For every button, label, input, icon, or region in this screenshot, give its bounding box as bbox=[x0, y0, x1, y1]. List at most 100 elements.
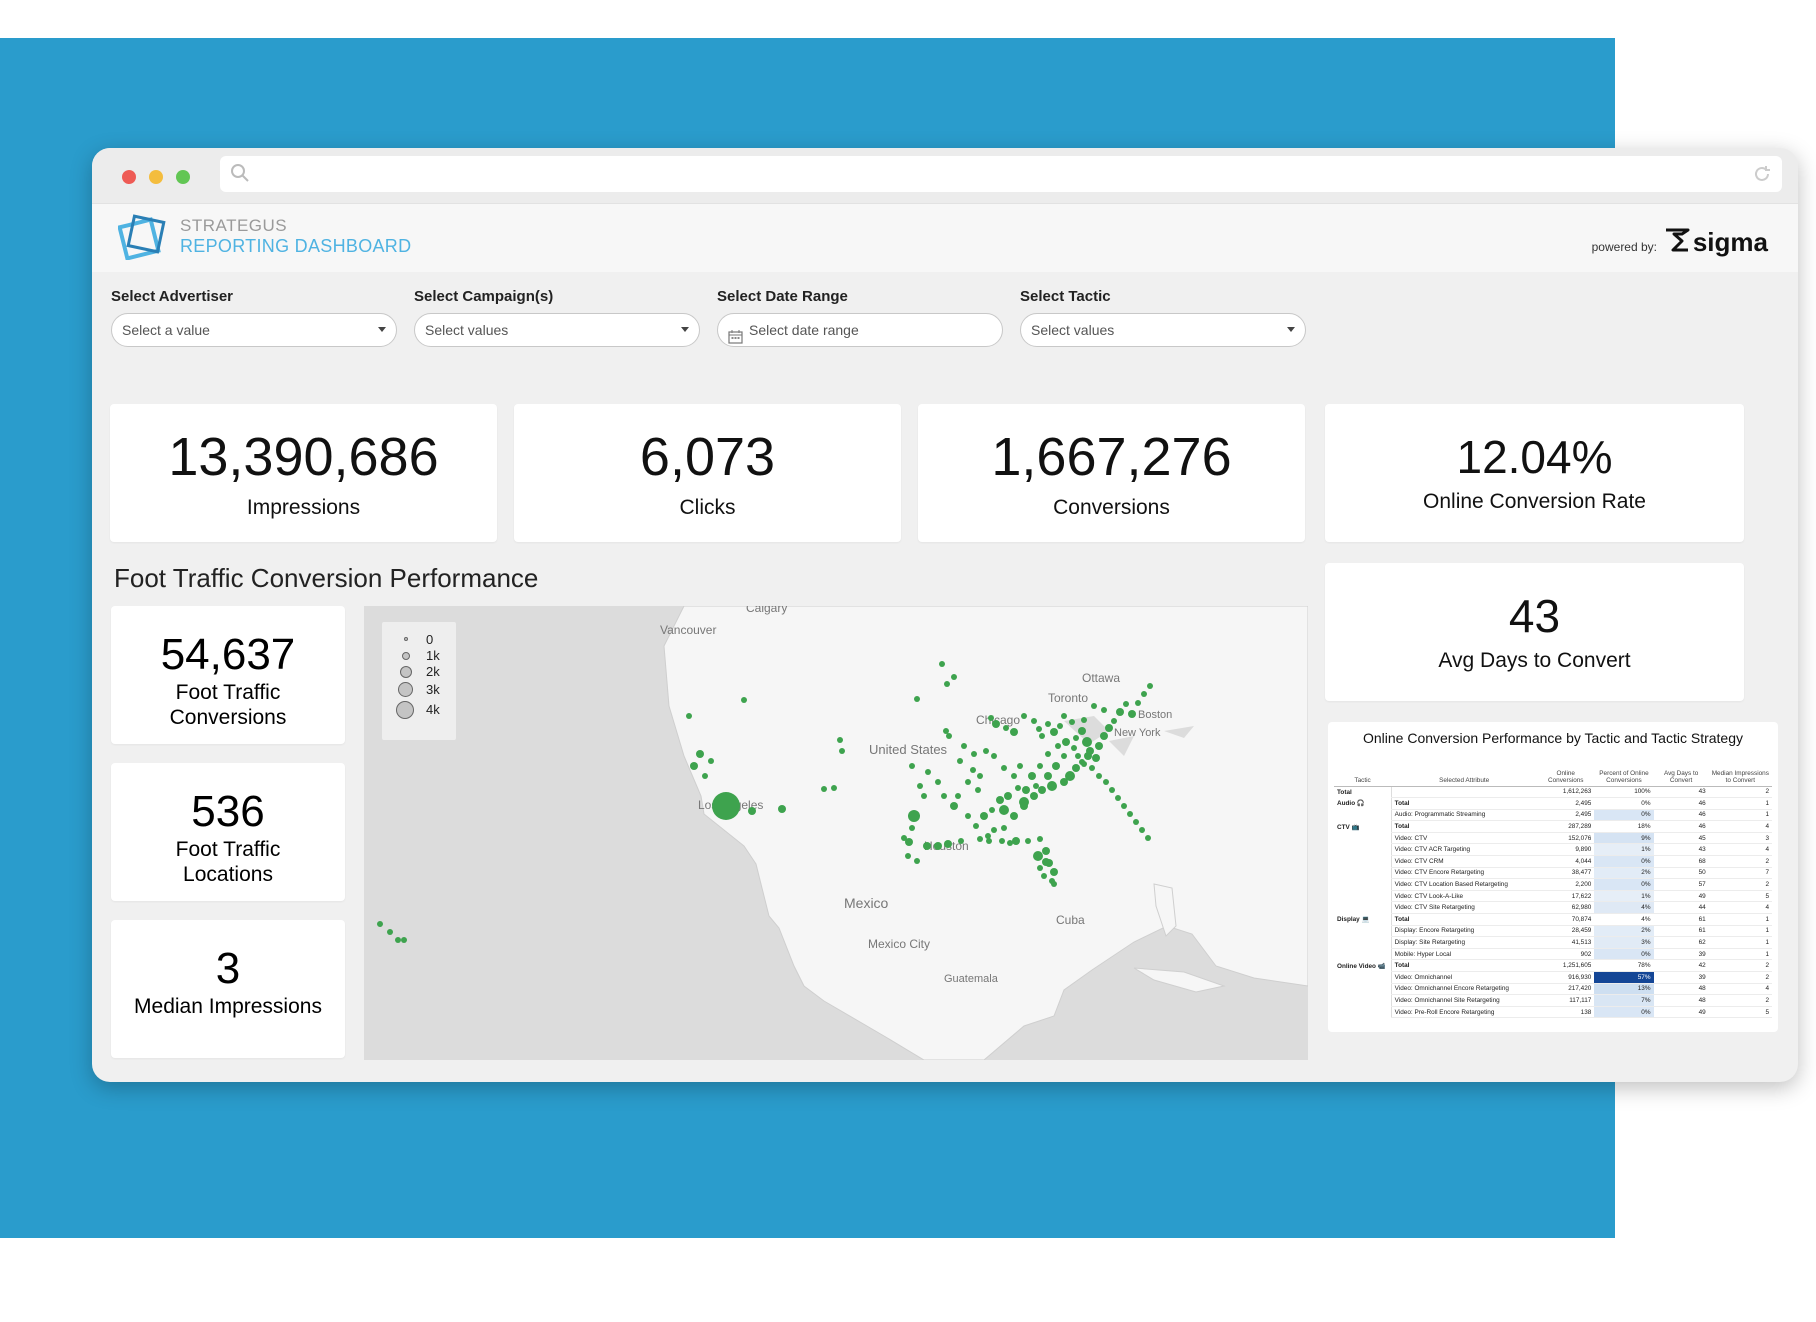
location-dot[interactable] bbox=[702, 773, 708, 779]
location-dot[interactable] bbox=[741, 697, 747, 703]
table-row[interactable]: Total 1,612,263 100% 43 2 bbox=[1334, 786, 1772, 799]
table-row[interactable]: Display: Site Retargeting 41,513 3% 62 1 bbox=[1334, 936, 1772, 949]
table-row[interactable]: Video: CTV CRM 4,044 0% 68 2 bbox=[1334, 855, 1772, 868]
table-row[interactable]: Video: CTV Location Based Retargeting 2,2… bbox=[1334, 878, 1772, 891]
location-dot[interactable] bbox=[999, 805, 1009, 815]
location-dot[interactable] bbox=[1069, 719, 1075, 725]
location-dot[interactable] bbox=[921, 793, 927, 799]
table-row[interactable]: CTV 📺 Total 287,289 18% 46 4 bbox=[1334, 820, 1772, 833]
location-dot[interactable] bbox=[970, 767, 976, 773]
location-dot[interactable] bbox=[950, 802, 958, 810]
location-dot[interactable] bbox=[1082, 737, 1092, 747]
location-dot[interactable] bbox=[708, 758, 714, 764]
location-dot[interactable] bbox=[1037, 763, 1043, 769]
location-dot[interactable] bbox=[917, 783, 923, 789]
location-dot[interactable] bbox=[1081, 717, 1087, 723]
table-row[interactable]: Video: Pre-Roll Encore Retargeting 138 0% 4… bbox=[1334, 1006, 1772, 1019]
location-dot[interactable] bbox=[1141, 691, 1147, 697]
campaign-select[interactable]: Select values bbox=[414, 313, 700, 347]
location-dot[interactable] bbox=[957, 758, 963, 764]
location-dot[interactable] bbox=[1075, 753, 1081, 759]
location-dot[interactable] bbox=[905, 838, 913, 846]
tactic-select[interactable]: Select values bbox=[1020, 313, 1306, 347]
location-dot[interactable] bbox=[1015, 785, 1021, 791]
location-dot[interactable] bbox=[955, 793, 961, 799]
column-header[interactable]: Percent of Online Conversions bbox=[1594, 752, 1654, 787]
location-dot[interactable] bbox=[925, 769, 931, 775]
location-dot[interactable] bbox=[1096, 773, 1102, 779]
location-dot[interactable] bbox=[1007, 840, 1013, 846]
location-dot[interactable] bbox=[944, 681, 950, 687]
location-dot[interactable] bbox=[989, 807, 995, 813]
location-dot[interactable] bbox=[1010, 728, 1018, 736]
location-dot[interactable] bbox=[983, 748, 989, 754]
column-header[interactable]: Selected Attribute bbox=[1391, 752, 1538, 787]
location-dot[interactable] bbox=[1111, 718, 1117, 724]
location-dot[interactable] bbox=[1109, 787, 1115, 793]
location-dot[interactable] bbox=[1031, 718, 1037, 724]
location-dot[interactable] bbox=[839, 748, 845, 754]
location-dot[interactable] bbox=[944, 840, 952, 848]
location-dot[interactable] bbox=[1062, 738, 1070, 746]
location-dot[interactable] bbox=[965, 779, 971, 785]
location-dot[interactable] bbox=[980, 812, 988, 820]
location-dot[interactable] bbox=[1084, 752, 1092, 760]
location-dot[interactable] bbox=[1025, 838, 1031, 844]
foot-traffic-map[interactable]: Calgary Vancouver Ottawa Toronto Chicago… bbox=[364, 606, 1308, 1060]
location-dot[interactable] bbox=[387, 929, 393, 935]
location-dot[interactable] bbox=[975, 787, 981, 793]
location-dot[interactable] bbox=[1128, 710, 1136, 718]
location-dot[interactable] bbox=[1047, 781, 1057, 791]
location-dot[interactable] bbox=[1092, 754, 1100, 762]
location-dot[interactable] bbox=[1071, 745, 1077, 751]
location-dot[interactable] bbox=[1060, 778, 1068, 786]
location-dot[interactable] bbox=[1041, 873, 1047, 879]
location-dot[interactable] bbox=[1123, 701, 1129, 707]
location-dot[interactable] bbox=[1065, 771, 1075, 781]
location-dot[interactable] bbox=[1042, 847, 1050, 855]
table-row[interactable]: Video: CTV Look-A-Like 17,622 1% 49 5 bbox=[1334, 890, 1772, 903]
table-row[interactable]: Video: CTV ACR Targeting 9,890 1% 43 4 bbox=[1334, 843, 1772, 857]
location-dot[interactable] bbox=[1036, 726, 1042, 732]
location-dot[interactable] bbox=[988, 715, 994, 721]
location-dot[interactable] bbox=[985, 833, 991, 839]
location-dot[interactable] bbox=[1061, 753, 1067, 759]
location-dot[interactable] bbox=[1001, 825, 1007, 831]
location-dot[interactable] bbox=[992, 720, 1000, 728]
location-dot[interactable] bbox=[939, 661, 945, 667]
location-dot[interactable] bbox=[1011, 773, 1017, 779]
table-row[interactable]: Audio: Programmatic Streaming 2,495 0% 46 1 bbox=[1334, 809, 1772, 822]
table-row[interactable]: Video: CTV 152,076 9% 45 3 bbox=[1334, 832, 1772, 845]
location-dot[interactable] bbox=[901, 835, 907, 841]
location-dot[interactable] bbox=[1021, 713, 1027, 719]
location-dot[interactable] bbox=[1115, 795, 1121, 801]
table-row[interactable]: Video: CTV Encore Retargeting 38,477 2% 50 7 bbox=[1334, 867, 1772, 880]
location-dot[interactable] bbox=[1116, 708, 1124, 716]
close-window-button[interactable] bbox=[122, 170, 136, 184]
location-dot[interactable] bbox=[909, 825, 915, 831]
maximize-window-button[interactable] bbox=[176, 170, 190, 184]
location-dot[interactable] bbox=[1044, 772, 1052, 780]
location-dot[interactable] bbox=[923, 842, 931, 850]
location-dot[interactable] bbox=[1052, 762, 1060, 770]
location-dot[interactable] bbox=[377, 921, 383, 927]
location-dot[interactable] bbox=[958, 838, 964, 844]
location-dot[interactable] bbox=[991, 827, 997, 833]
location-dot[interactable] bbox=[946, 733, 952, 739]
location-dot[interactable] bbox=[1017, 763, 1023, 769]
location-dot[interactable] bbox=[905, 853, 911, 859]
location-dot[interactable] bbox=[401, 937, 407, 943]
location-dot[interactable] bbox=[1073, 735, 1079, 741]
location-dot[interactable] bbox=[1033, 783, 1039, 789]
location-dot[interactable] bbox=[965, 813, 971, 819]
location-dot[interactable] bbox=[935, 779, 941, 785]
location-dot[interactable] bbox=[686, 713, 692, 719]
location-dot[interactable] bbox=[961, 743, 967, 749]
location-dot[interactable] bbox=[934, 842, 942, 850]
location-dot[interactable] bbox=[1081, 761, 1087, 767]
location-dot[interactable] bbox=[941, 793, 947, 799]
location-dot[interactable] bbox=[1045, 721, 1051, 727]
location-dot[interactable] bbox=[1039, 733, 1045, 739]
location-dot[interactable] bbox=[821, 786, 827, 792]
table-row[interactable]: Online Video 📹 Total 1,251,605 78% 42 2 bbox=[1334, 959, 1772, 972]
